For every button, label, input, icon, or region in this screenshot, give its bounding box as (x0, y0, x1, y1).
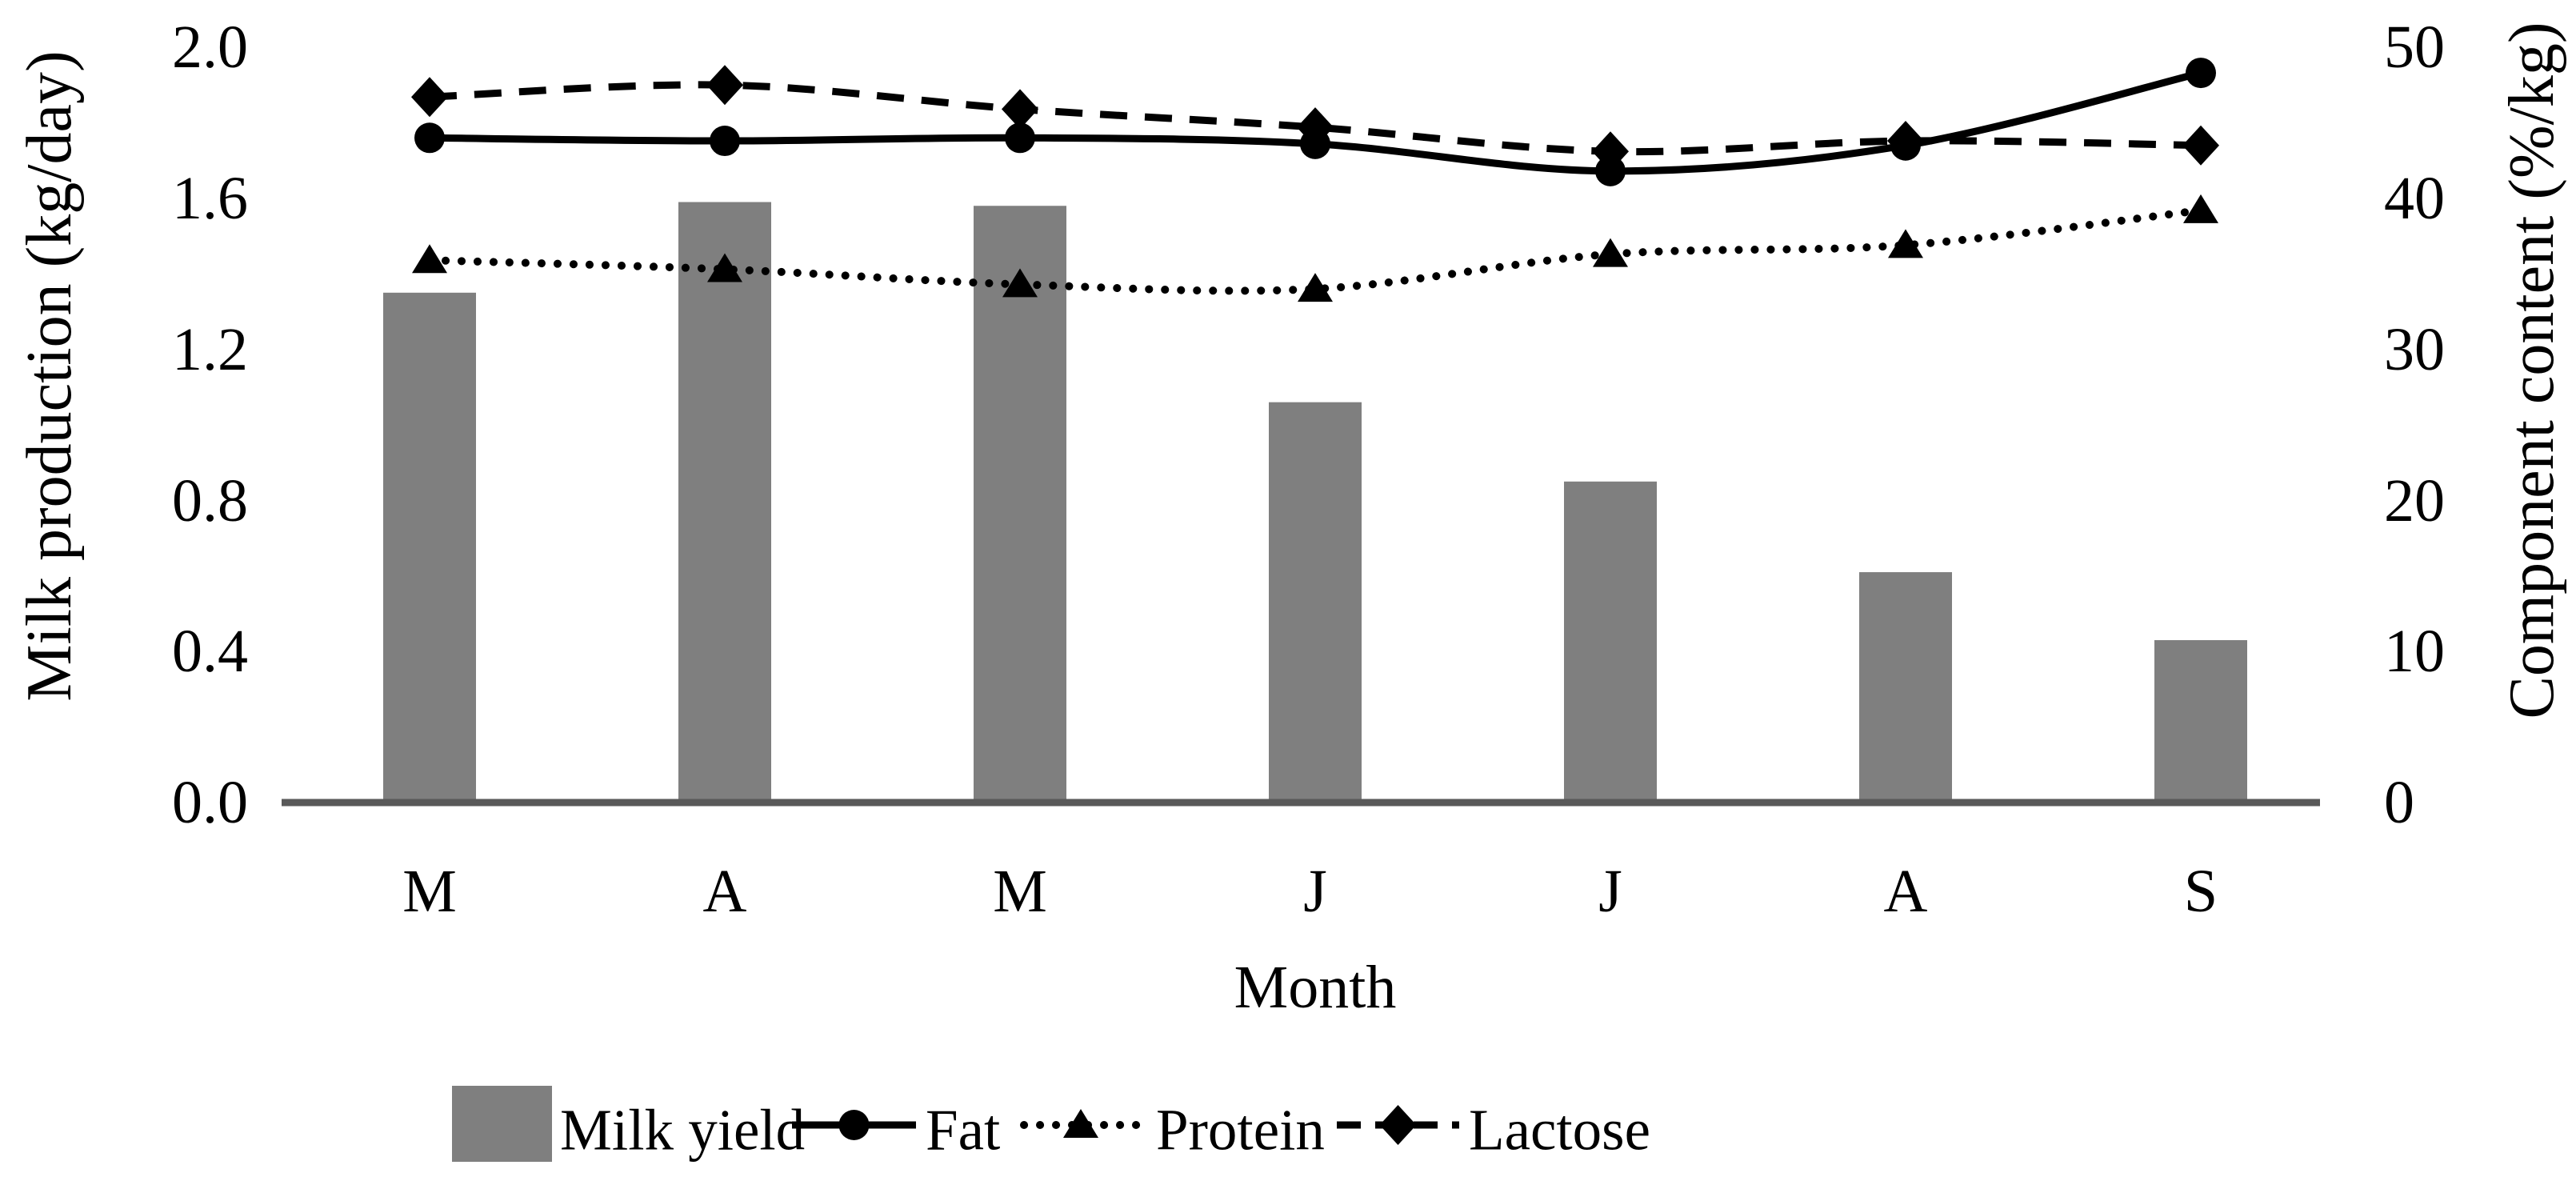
left-axis-tick: 0.8 (172, 467, 248, 534)
legend-label-protein: Protein (1156, 1097, 1325, 1163)
marker-protein (2183, 194, 2218, 223)
right-axis-tick: 0 (2384, 769, 2414, 836)
bar-milk-yield (383, 292, 476, 803)
marker-fat (1595, 155, 1626, 186)
bar-milk-yield (1269, 402, 1362, 803)
marker-protein (707, 253, 742, 282)
marker-protein (1298, 273, 1333, 302)
right-axis-tick: 30 (2384, 316, 2445, 383)
marker-lactose (411, 77, 448, 118)
legend-label-lactose: Lactose (1469, 1097, 1650, 1163)
legend-label-milk-yield: Milk yield (560, 1097, 806, 1163)
left-axis-tick: 1.6 (172, 165, 248, 232)
right-axis-tick: 50 (2384, 14, 2445, 81)
marker-protein (1888, 229, 1923, 258)
x-axis-tick-month: J (1598, 858, 1622, 925)
x-axis-tick-month: A (1883, 858, 1928, 925)
legend-swatch-marker-fat (838, 1110, 870, 1140)
marker-protein (412, 244, 447, 274)
marker-fat (2186, 58, 2216, 89)
x-axis-tick-month: J (1303, 858, 1327, 925)
bar-milk-yield (974, 206, 1066, 803)
legend-label-fat: Fat (926, 1097, 1001, 1163)
legend-swatch-milk-yield (452, 1086, 552, 1162)
bar-milk-yield (1564, 481, 1657, 803)
right-axis-tick: 10 (2384, 618, 2445, 685)
right-axis-title: Component content (%/kg) (2497, 22, 2567, 719)
marker-fat (1300, 128, 1330, 159)
marker-fat (1005, 122, 1035, 154)
marker-fat (710, 126, 740, 157)
legend-swatch-marker-lactose (1379, 1105, 1417, 1145)
marker-fat (414, 122, 445, 154)
marker-protein (1593, 238, 1628, 267)
marker-lactose (706, 65, 743, 106)
marker-fat (1890, 130, 1921, 161)
x-axis-title: Month (1234, 954, 1397, 1021)
x-axis-tick-month: A (702, 858, 747, 925)
x-axis-tick-month: S (2183, 858, 2218, 925)
right-axis-tick: 40 (2384, 165, 2445, 232)
x-axis-tick-month: M (993, 858, 1047, 925)
bar-milk-yield (2154, 640, 2247, 803)
bar-milk-yield (678, 202, 771, 803)
marker-lactose (2182, 125, 2219, 166)
right-axis-tick: 20 (2384, 467, 2445, 534)
left-axis-tick: 0.4 (172, 618, 248, 685)
x-axis-tick-month: M (402, 858, 457, 925)
left-axis-tick: 2.0 (172, 14, 248, 81)
left-axis-tick: 0.0 (172, 769, 248, 836)
marker-protein (1002, 268, 1038, 298)
bar-milk-yield (1859, 572, 1952, 803)
left-axis-tick: 1.2 (172, 316, 248, 383)
legend-swatch-marker-protein (1063, 1109, 1098, 1138)
left-axis-title: Milk production (kg/day) (14, 50, 85, 702)
marker-lactose (1002, 89, 1038, 130)
